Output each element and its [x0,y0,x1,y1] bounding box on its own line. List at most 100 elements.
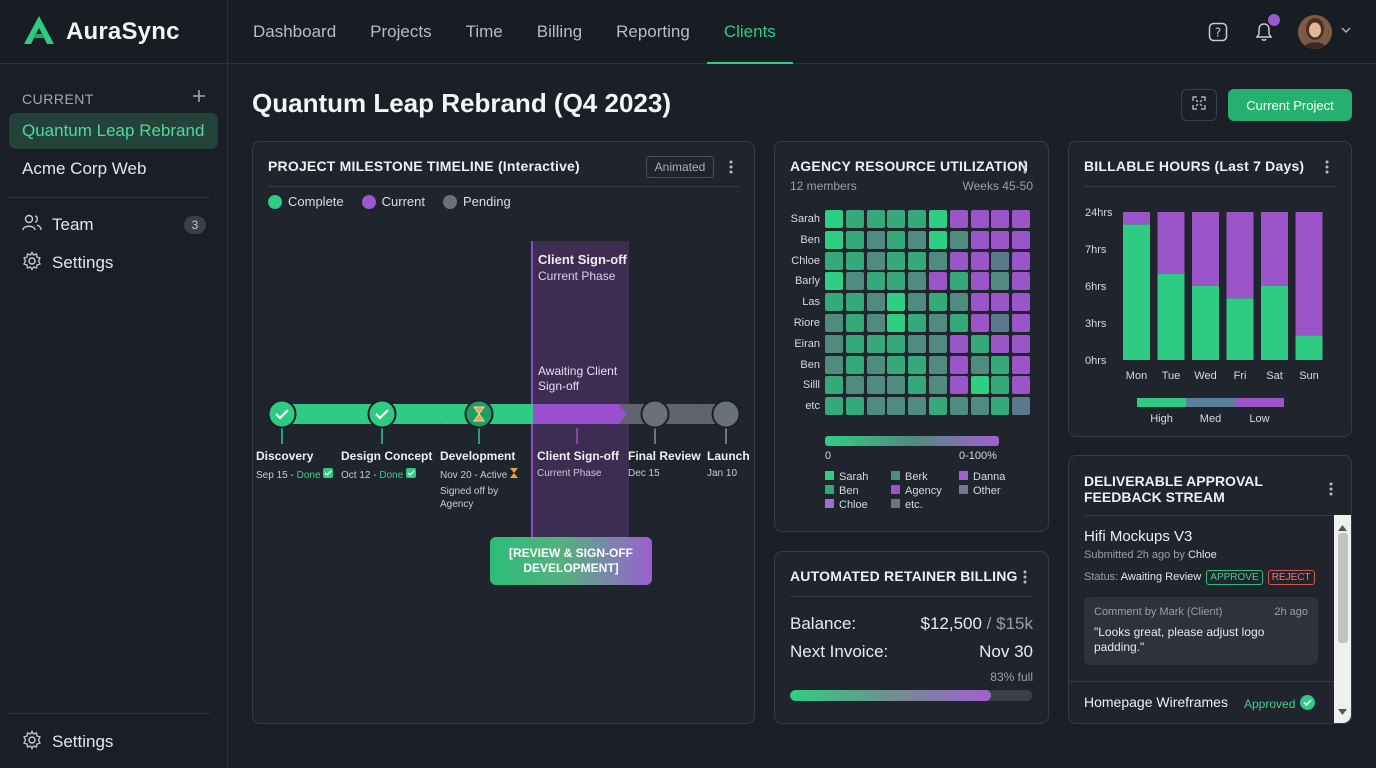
heatmap-cell[interactable] [908,210,927,228]
heatmap-cell[interactable] [887,314,906,332]
user-menu[interactable] [1298,15,1352,49]
heatmap-cell[interactable] [845,376,864,395]
sidebar-item-bottom-settings[interactable]: Settings [22,727,206,757]
heatmap-cell[interactable] [991,334,1010,353]
heatmap-cell[interactable] [929,272,947,291]
heatmap-cell[interactable] [908,251,927,270]
heatmap-cell[interactable] [845,272,864,291]
heatmap-cell[interactable] [908,376,927,395]
heatmap-cell[interactable] [970,397,989,416]
heatmap-cell[interactable] [866,251,885,270]
heatmap-cell[interactable] [991,397,1010,416]
scrollbar-thumb[interactable] [1338,533,1348,643]
bar-low-mon[interactable] [1123,212,1150,225]
deliverable-name[interactable]: Homepage Wireframes [1084,694,1228,710]
heatmap-cell[interactable] [845,397,864,416]
add-project-icon[interactable] [192,89,206,108]
heatmap-cell[interactable] [887,376,906,395]
milestone-node-development[interactable] [464,399,494,434]
billing-more-icon[interactable] [1017,567,1033,587]
heatmap-cell[interactable] [845,230,864,249]
heatmap-cell[interactable] [1012,376,1031,395]
heatmap-cell[interactable] [929,210,947,228]
heatmap-cell[interactable] [887,334,906,353]
heatmap-cell[interactable] [949,230,968,249]
heatmap-cell[interactable] [991,230,1010,249]
bar-low-wed[interactable] [1192,212,1219,286]
heatmap-cell[interactable] [1012,210,1031,228]
feedback-more-icon[interactable] [1323,479,1339,499]
heatmap-cell[interactable] [825,314,843,332]
heatmap-cell[interactable] [929,230,947,249]
bar-low-tue[interactable] [1157,212,1185,274]
nav-projects[interactable]: Projects [370,22,432,41]
heatmap-cell[interactable] [1012,230,1031,249]
milestone-node-discovery[interactable] [267,399,297,434]
sidebar-item-team[interactable]: Team 3 [22,210,206,240]
heatmap-cell[interactable] [866,355,885,374]
heatmap-cell[interactable] [970,334,989,353]
bar-high-sat[interactable] [1261,286,1288,360]
heatmap-cell[interactable] [929,397,947,416]
utilization-more-icon[interactable] [1017,157,1033,177]
heatmap-cell[interactable] [866,210,885,228]
heatmap-cell[interactable] [949,314,968,332]
heatmap-cell[interactable] [825,376,843,395]
heatmap-cell[interactable] [866,293,885,312]
heatmap-cell[interactable] [825,251,843,270]
heatmap-cell[interactable] [908,314,927,332]
scroll-down-arrow-icon[interactable] [1338,702,1347,720]
nav-reporting[interactable]: Reporting [616,22,690,41]
review-sign-off-button[interactable]: [REVIEW & SIGN-OFF DEVELOPMENT] [490,537,652,585]
heatmap-cell[interactable] [949,334,968,353]
heatmap-cell[interactable] [970,376,989,395]
heatmap-cell[interactable] [949,355,968,374]
bar-high-sun[interactable] [1295,335,1323,360]
milestone-node-design-concept[interactable] [367,399,397,434]
heatmap-cell[interactable] [845,293,864,312]
heatmap-cell[interactable] [887,272,906,291]
bar-low-sat[interactable] [1261,212,1288,286]
heatmap-cell[interactable] [866,376,885,395]
bar-low-sun[interactable] [1295,212,1323,336]
sidebar-item-settings[interactable]: Settings [22,248,206,278]
heatmap-cell[interactable] [845,334,864,353]
bar-high-wed[interactable] [1192,286,1219,360]
brand[interactable]: AuraSync [22,14,180,50]
bar-high-mon[interactable] [1123,224,1150,360]
heatmap-cell[interactable] [1012,334,1031,353]
heatmap-cell[interactable] [970,230,989,249]
milestone-node-launch[interactable] [711,399,741,434]
heatmap-cell[interactable] [949,272,968,291]
heatmap-cell[interactable] [866,230,885,249]
heatmap-cell[interactable] [845,251,864,270]
nav-dashboard[interactable]: Dashboard [253,22,337,41]
heatmap-cell[interactable] [949,251,968,270]
heatmap-cell[interactable] [1012,314,1031,332]
heatmap-cell[interactable] [929,314,947,332]
reject-button[interactable]: REJECT [1267,570,1315,585]
heatmap-cell[interactable] [970,272,989,291]
heatmap-cell[interactable] [908,334,927,353]
heatmap-cell[interactable] [866,272,885,291]
heatmap-cell[interactable] [887,355,906,374]
heatmap-cell[interactable] [929,376,947,395]
heatmap-cell[interactable] [970,293,989,312]
heatmap-cell[interactable] [825,293,843,312]
nav-clients[interactable]: Clients [706,0,793,64]
heatmap-cell[interactable] [1012,397,1031,416]
heatmap-cell[interactable] [1012,251,1031,270]
heatmap-cell[interactable] [949,397,968,416]
milestone-node-final-review[interactable] [640,399,670,434]
heatmap-cell[interactable] [1012,355,1031,374]
heatmap-cell[interactable] [866,314,885,332]
heatmap-cell[interactable] [887,230,906,249]
help-icon[interactable]: ? [1206,20,1230,44]
approve-button[interactable]: APPROVE [1206,570,1263,585]
heatmap-cell[interactable] [825,210,843,228]
bar-low-fri[interactable] [1226,212,1254,299]
heatmap-cell[interactable] [887,293,906,312]
sidebar-project-acme-corp[interactable]: Acme Corp Web [22,159,147,178]
heatmap-cell[interactable] [825,355,843,374]
animated-badge[interactable]: Animated [646,156,714,178]
